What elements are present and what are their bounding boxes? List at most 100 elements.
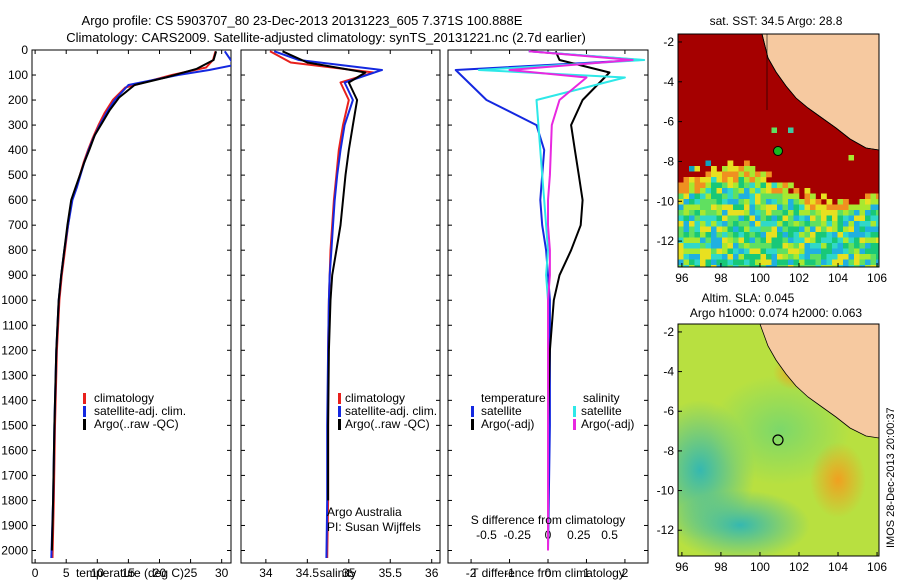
sst-cell xyxy=(848,243,855,249)
sst-cell xyxy=(793,254,800,260)
sst-cell xyxy=(788,248,794,255)
sst-cell xyxy=(810,199,816,205)
sst-cell xyxy=(738,171,745,178)
map-y-tick-label: -12 xyxy=(657,523,675,537)
sst-cell xyxy=(755,221,761,227)
sst-cell xyxy=(689,237,695,244)
sst-cell xyxy=(865,248,871,255)
map-y-tick-label: -8 xyxy=(663,154,674,168)
sst-cell xyxy=(777,199,783,205)
sst-cell xyxy=(832,210,838,216)
sst-cell xyxy=(733,248,739,255)
sst-cell xyxy=(810,259,816,266)
sst-cell xyxy=(859,265,866,267)
sst-cell xyxy=(876,237,879,244)
x-tick-label: 36 xyxy=(425,566,439,580)
sst-cell xyxy=(782,199,789,205)
sst-cell xyxy=(865,204,871,211)
legend-label-climatology: climatology xyxy=(94,391,154,405)
sst-cell xyxy=(766,215,772,222)
sst-cell xyxy=(689,199,695,205)
sst-cell xyxy=(837,237,844,244)
sst-cell xyxy=(865,254,871,260)
sst-cell xyxy=(744,210,750,216)
sst-cell xyxy=(749,182,756,189)
land-mass xyxy=(759,324,879,439)
sst-cell xyxy=(716,226,723,233)
sst-cell xyxy=(738,265,745,267)
sst-cell xyxy=(815,221,822,227)
sst-cell xyxy=(711,171,717,178)
sst-cell xyxy=(843,199,849,205)
legend-title-temperature: temperature xyxy=(481,391,546,405)
sst-cell xyxy=(694,248,701,255)
sst-cell xyxy=(716,182,723,189)
map-y-tick-label: -4 xyxy=(663,365,674,379)
depth-tick-label: 1800 xyxy=(1,493,28,507)
sst-cell xyxy=(678,265,684,267)
sla-map-title-line2: Argo h1000: 0.074 h2000: 0.063 xyxy=(690,306,862,320)
map-y-tick-label: -10 xyxy=(657,484,675,498)
sst-cell xyxy=(738,221,745,227)
sst-cell xyxy=(749,226,756,233)
sst-cell xyxy=(848,259,855,266)
sst-cell xyxy=(733,237,739,244)
sst-cell xyxy=(832,215,838,222)
sst-cell xyxy=(738,232,745,238)
sst-map-title: sat. SST: 34.5 Argo: 28.8 xyxy=(710,14,843,28)
sst-cell xyxy=(727,237,734,244)
sst-cell xyxy=(716,210,723,216)
sst-cell xyxy=(815,215,822,222)
map-x-tick-label: 100 xyxy=(750,560,770,574)
sst-cell xyxy=(771,254,778,260)
sst-cell xyxy=(777,265,783,267)
sst-cell xyxy=(744,221,750,227)
sst-cell xyxy=(810,215,816,222)
sst-cell xyxy=(738,204,745,211)
sst-cell xyxy=(843,215,849,222)
sst-cell xyxy=(738,210,745,216)
sst-cell xyxy=(760,265,767,267)
sst-cell xyxy=(760,226,767,233)
sst-cell xyxy=(760,210,767,216)
sst-cell xyxy=(771,204,778,211)
sst-cell xyxy=(788,204,794,211)
sst-cell xyxy=(744,177,750,183)
series-line-climatology xyxy=(51,51,217,559)
sst-cell xyxy=(689,210,695,216)
sst-cell xyxy=(766,259,772,266)
sst-cell xyxy=(727,182,734,189)
sst-cell xyxy=(716,248,723,255)
series-line-satellite xyxy=(454,50,642,551)
x-tick-label: 34 xyxy=(259,566,273,580)
sst-cell xyxy=(727,243,734,249)
sst-cell xyxy=(832,265,838,267)
sst-cell xyxy=(832,204,838,211)
sst-cell xyxy=(683,248,690,255)
sst-cell xyxy=(678,237,684,244)
sst-cell xyxy=(826,226,833,233)
sst-cell xyxy=(859,221,866,227)
sst-cell xyxy=(804,265,811,267)
sst-cell xyxy=(870,237,877,244)
sst-cell xyxy=(793,210,800,216)
sst-cell xyxy=(771,243,778,249)
sst-cell xyxy=(705,160,711,166)
sst-cell xyxy=(788,193,794,200)
sst-cell xyxy=(799,232,805,238)
sst-cell xyxy=(700,221,706,227)
map-y-tick-label: -2 xyxy=(663,35,674,49)
sst-cell xyxy=(711,177,717,183)
sst-cell xyxy=(716,171,723,178)
sst-cell xyxy=(733,265,739,267)
temperature-panel: 0100200300400500600700800900100011001200… xyxy=(1,43,648,580)
sst-cell xyxy=(678,182,684,189)
sst-cell xyxy=(744,254,750,260)
sst-cell xyxy=(870,204,877,211)
sst-cell xyxy=(848,210,855,216)
sst-cell xyxy=(755,259,761,266)
sst-cell xyxy=(711,226,717,233)
sst-cell xyxy=(782,232,789,238)
series-line-climatology xyxy=(269,50,375,559)
sst-cell xyxy=(749,177,756,183)
